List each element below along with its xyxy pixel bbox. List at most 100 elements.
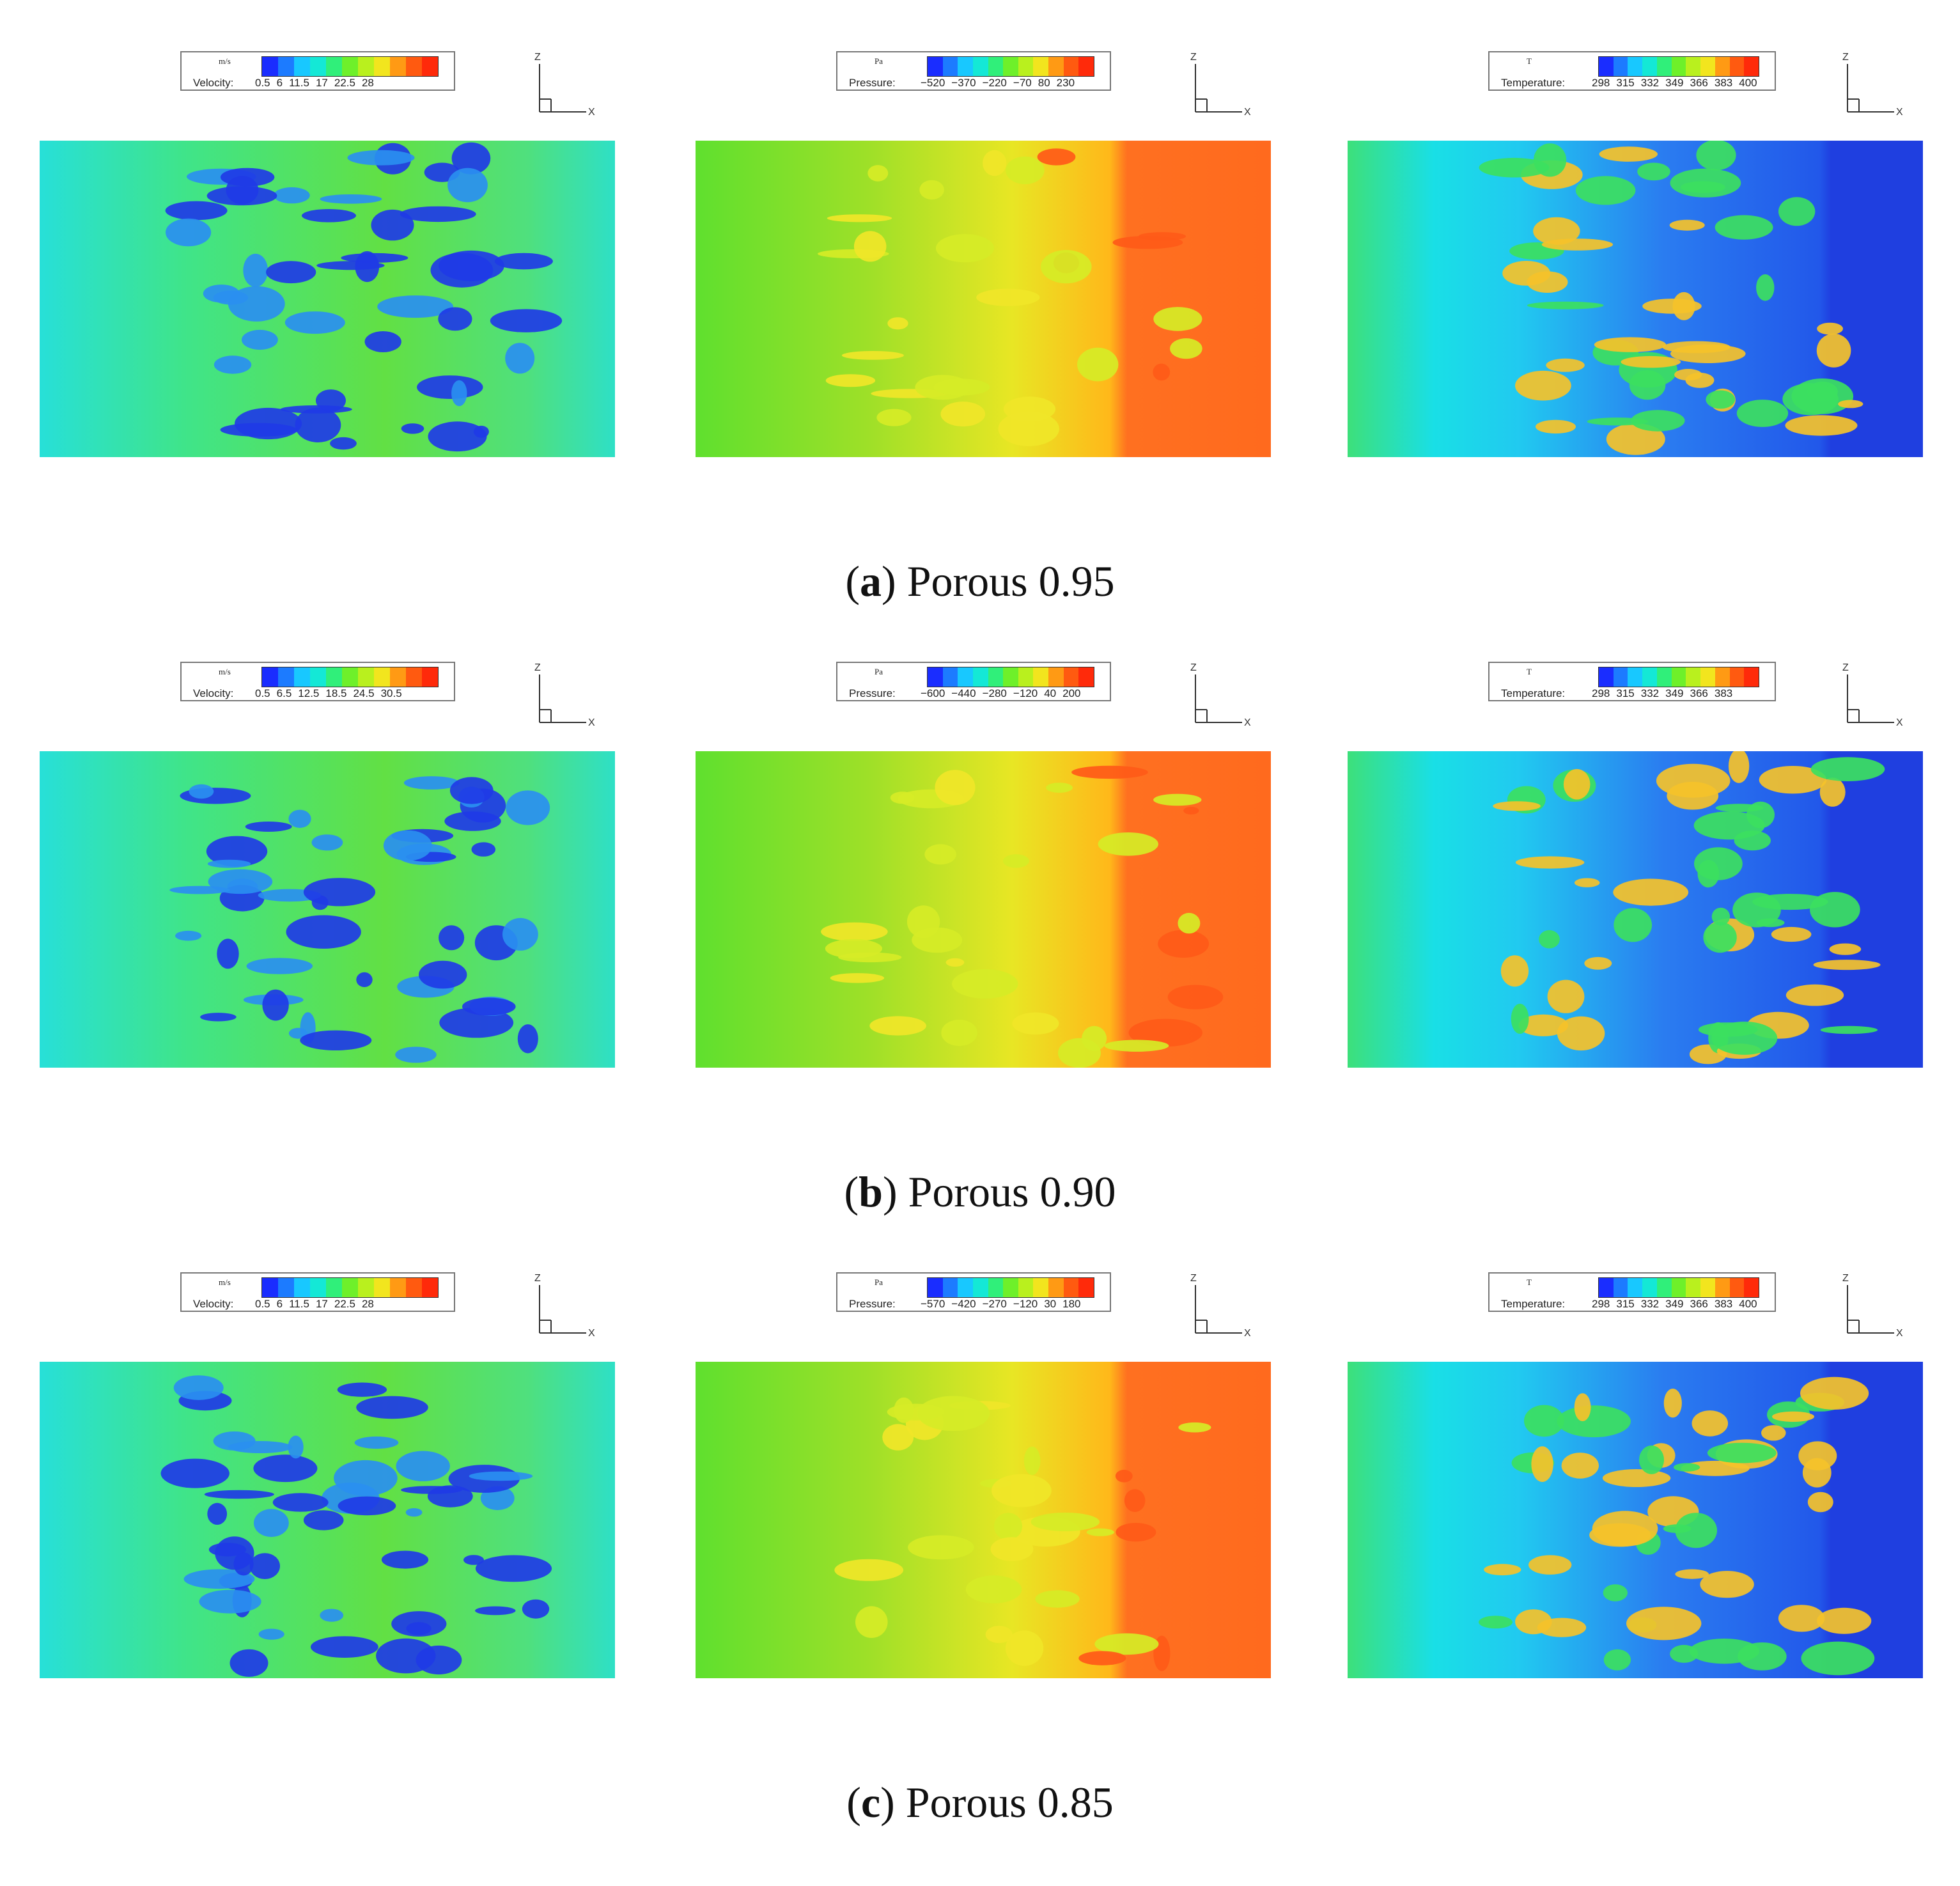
temperature-flow-feature <box>1547 979 1585 1013</box>
legend-label: Pressure: <box>849 1298 896 1310</box>
temperature-flow-feature <box>1807 1492 1833 1513</box>
velocity-flow-feature <box>220 423 297 437</box>
legend-tick: −520 <box>921 77 945 89</box>
velocity-flow-feature <box>206 186 277 206</box>
velocity-flow-feature <box>274 187 310 204</box>
temperature-flow-feature <box>1681 1460 1750 1476</box>
legend-tick: 80 <box>1038 77 1050 89</box>
legend-color-ramp <box>261 56 439 77</box>
caption-letter: b <box>859 1167 883 1216</box>
pressure-flow-feature <box>1178 1422 1211 1433</box>
pressure-flow-feature <box>855 1606 888 1638</box>
velocity-panel: m/s Velocity: 0.5 6 11.5 17 22.5 28 Z X <box>40 51 615 499</box>
velocity-flow-feature <box>400 206 476 222</box>
temperature-flow-feature <box>1800 1376 1869 1410</box>
velocity-flow-feature <box>300 1030 372 1050</box>
pressure-flow-feature <box>1086 1528 1114 1536</box>
temperature-flow-feature <box>1685 372 1715 388</box>
pressure-flow-feature <box>1167 985 1224 1009</box>
temperature-flow-feature <box>1692 1410 1729 1437</box>
pressure-flow-feature <box>976 288 1040 306</box>
z-axis-label: Z <box>1190 1273 1197 1284</box>
velocity-flow-feature <box>395 1047 437 1063</box>
pressure-flow-feature <box>935 770 976 806</box>
temperature-flow-feature <box>1728 751 1750 783</box>
temperature-flow-feature <box>1782 383 1839 416</box>
pressure-flow-feature <box>882 1424 914 1451</box>
pressure-flow-feature <box>867 165 889 182</box>
pressure-flow-feature <box>952 969 1018 999</box>
x-axis-label: X <box>588 107 595 118</box>
temperature-flow-feature <box>1732 892 1781 928</box>
axis-triad: ZX <box>1190 662 1251 728</box>
velocity-flow-feature <box>249 1553 280 1579</box>
legend-tick: 349 <box>1665 1298 1684 1310</box>
temperature-flow-feature <box>1694 847 1743 880</box>
pressure-flow-feature <box>912 927 963 953</box>
temperature-flow-feature <box>1667 781 1719 810</box>
temperature-flow-feature <box>1817 322 1843 335</box>
temperature-flow-feature <box>1663 1389 1682 1418</box>
pressure-flow-feature <box>985 1626 1013 1643</box>
legend-tick: 0.5 <box>255 687 270 699</box>
pressure-flow-feature <box>1116 1523 1156 1542</box>
temperature-flow-feature <box>1689 1639 1760 1664</box>
legend-unit: T <box>1527 56 1532 66</box>
legend-color-ramp <box>927 667 1094 687</box>
velocity-flow-feature <box>401 423 424 434</box>
pressure-flow-feature <box>825 374 876 387</box>
legend-unit: m/s <box>219 56 231 66</box>
velocity-flow-feature <box>246 958 313 974</box>
legend-label: Temperature: <box>1501 687 1566 699</box>
temperature-flow-feature <box>1838 400 1863 409</box>
temperature-flow-feature <box>1816 333 1851 368</box>
legend-tick: 11.5 <box>289 1298 309 1310</box>
pressure-flow-feature <box>965 1575 1022 1603</box>
legend-color-ramp <box>1598 56 1759 77</box>
pressure-flow-feature <box>998 411 1059 446</box>
legend-tick: 349 <box>1665 687 1684 699</box>
velocity-flow-feature <box>204 1490 274 1499</box>
velocity-flow-feature <box>338 1496 396 1516</box>
temperature-flow-feature <box>1603 1649 1631 1671</box>
legend-label: Temperature: <box>1501 1298 1566 1310</box>
velocity-flow-feature <box>376 1638 436 1674</box>
legend-unit: T <box>1527 1277 1532 1287</box>
temperature-flow-feature <box>1785 984 1844 1006</box>
legend-tick: −70 <box>1013 77 1032 89</box>
temperature-panel: T Temperature: 298 315 332 349 366 383 400 Z X <box>1348 1272 1923 1720</box>
velocity-flow-feature <box>316 261 385 270</box>
temperature-flow-feature <box>1706 390 1736 409</box>
velocity-flow-feature <box>215 1536 254 1570</box>
caption-text: Porous 0.95 <box>906 557 1115 605</box>
pressure-flow-feature <box>940 401 986 427</box>
velocity-flow-feature <box>490 309 563 332</box>
temperature-flow-feature <box>1528 1555 1572 1575</box>
temperature-flow-feature <box>1606 423 1665 455</box>
velocity-contour-field <box>40 751 615 1068</box>
legend-color-ramp <box>261 667 439 687</box>
temperature-flow-feature <box>1759 766 1827 794</box>
legend-tick: 30.5 <box>380 687 402 699</box>
pressure-flow-feature <box>1170 338 1202 359</box>
legend-color-ramp <box>1598 667 1759 687</box>
velocity-flow-feature <box>286 915 361 949</box>
velocity-flow-feature <box>175 930 202 941</box>
velocity-flow-feature <box>471 842 496 857</box>
temperature-contour-field <box>1348 141 1923 457</box>
caption-text: Porous 0.85 <box>905 1778 1114 1827</box>
legend-ticks: 0.5 6.5 12.5 18.5 24.5 30.5 <box>255 687 408 700</box>
legend-tick: 366 <box>1690 1298 1708 1310</box>
legend-tick: 315 <box>1616 77 1635 89</box>
temperature-colorbar-legend: T Temperature: 298 315 332 349 366 383 <box>1488 662 1776 701</box>
legend-tick: 22.5 <box>334 1298 355 1310</box>
pressure-flow-feature <box>1178 912 1201 934</box>
velocity-flow-feature <box>473 425 489 438</box>
temperature-flow-feature <box>1493 801 1541 811</box>
temperature-flow-feature <box>1594 337 1667 352</box>
axis-triad: ZX <box>1190 52 1251 118</box>
velocity-flow-feature <box>517 1024 538 1054</box>
pressure-flow-feature <box>917 1396 990 1431</box>
pressure-panel: Pa Pressure: −520 −370 −220 −70 80 230 Z X <box>696 51 1271 499</box>
velocity-flow-feature <box>254 1509 289 1538</box>
